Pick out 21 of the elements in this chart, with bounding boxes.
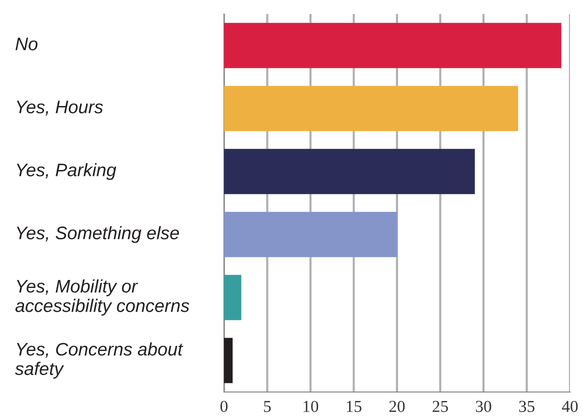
bar: [224, 212, 397, 258]
bar: [224, 148, 475, 194]
y-tick-label: Yes, Parking: [16, 163, 116, 180]
y-tick-label: Yes, Concerns about safety: [15, 342, 184, 379]
x-tick-label: 25: [432, 400, 448, 412]
bar: [224, 274, 242, 320]
x-tick-label: 20: [389, 400, 405, 412]
y-tick-label: Yes, Hours: [16, 100, 103, 116]
x-tick-label: 0: [220, 400, 228, 412]
x-tick-label: 40: [562, 400, 578, 412]
x-tick-label: 35: [519, 400, 534, 412]
y-tick-label: Yes, Mobility or accessibility concerns: [15, 279, 190, 316]
y-tick-label: Yes, Something else: [16, 226, 179, 243]
bar: [224, 86, 518, 132]
x-tick-label: 10: [304, 400, 318, 412]
x-tick-label: 15: [346, 400, 362, 412]
x-tick-label: 30: [476, 400, 492, 412]
y-tick-label: No: [16, 38, 38, 50]
bar: [224, 338, 233, 384]
bar: [224, 22, 562, 68]
x-tick-label: 5: [264, 400, 271, 412]
